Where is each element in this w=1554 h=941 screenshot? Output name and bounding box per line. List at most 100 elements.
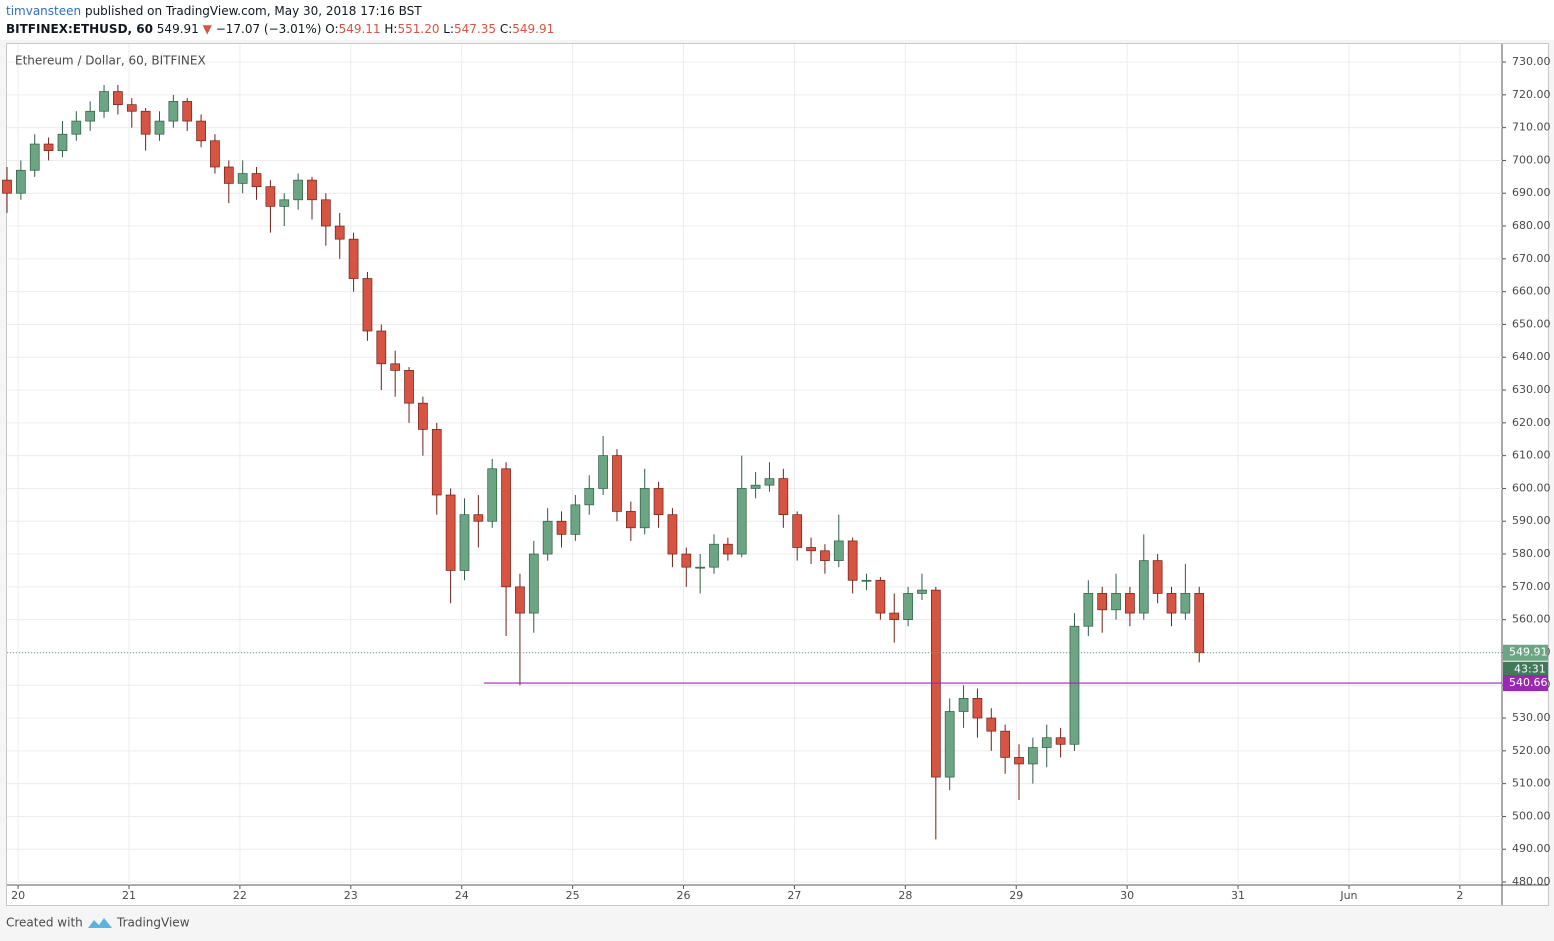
candle-body [473,514,484,522]
y-tick-label: 680.00 [1512,219,1551,232]
candle-body [833,540,844,561]
y-tick-label: 560.00 [1512,613,1551,626]
candle-body [709,543,719,568]
candle-body [695,566,706,569]
y-tick-label: 630.00 [1512,383,1551,396]
y-tick-label: 640.00 [1512,350,1551,363]
x-tick-label: 29 [1009,889,1023,902]
y-tick-label: 480.00 [1512,875,1551,888]
x-tick-label: 30 [1120,889,1134,902]
chart-frame [6,43,1549,906]
candle-body [1083,593,1094,627]
candle-body [210,140,220,168]
o-value: 549.11 [339,22,381,36]
candle-body [1000,730,1010,758]
candle-body [542,520,553,555]
candle-body [570,504,581,535]
candle-body [1097,593,1108,611]
candle-body [764,478,775,486]
candle-body [598,455,608,489]
candle-body [1028,747,1038,765]
y-tick-label: 570.00 [1512,580,1551,593]
created-with: Created with [6,916,83,930]
x-tick-label: 23 [344,889,358,902]
chart-title: Ethereum / Dollar, 60, BITFINEX [15,54,206,68]
hline-box [1503,675,1548,692]
candle-body [917,589,927,594]
candle-body [362,278,373,332]
candle-body [750,484,761,489]
candle-body [889,612,900,620]
candle-body [653,488,664,516]
l-label: L: [443,22,454,36]
last-price-box [1503,644,1548,661]
candle-body [237,173,248,184]
o-label: O: [325,22,338,36]
y-tick-label: 690.00 [1512,186,1551,199]
candle-body [265,186,276,207]
candle-body [1055,737,1066,745]
brand[interactable]: TradingView [116,916,190,930]
candle-body [154,120,165,135]
candle-body [1069,625,1080,745]
y-tick-label: 580.00 [1512,547,1551,560]
y-tick-label: 730.00 [1512,55,1551,68]
countdown-box [1503,661,1548,678]
candle-body [182,101,193,122]
candle-body [418,402,428,430]
header-bar [0,0,1554,40]
x-tick-label: 2 [1456,889,1463,902]
candle-body [972,698,983,719]
x-tick-label: 26 [677,889,691,902]
x-tick-label: 31 [1231,889,1245,902]
candle-body [334,225,345,240]
candle-body [113,91,123,106]
x-tick-label: Jun [1339,889,1357,902]
x-tick-label: 21 [122,889,136,902]
candle-body [861,579,872,582]
candle-body [847,540,858,581]
down-arrow: ▼ [203,22,213,36]
y-tick-label: 650.00 [1512,317,1551,330]
candle-body [126,104,137,112]
y-tick-label: 710.00 [1512,121,1551,134]
candle-body [681,553,692,568]
published: published on TradingView.com, May 30, 20… [85,4,422,18]
h-label: H: [384,22,397,36]
candle-body [1194,593,1205,654]
tv-logo[interactable] [88,918,112,928]
candle-body [376,330,387,365]
candle-body [1152,560,1163,594]
x-tick-label: 28 [898,889,912,902]
y-tick-label: 510.00 [1512,777,1551,790]
candle-body [390,363,401,371]
author[interactable]: timvansteen [6,4,81,18]
y-tick-label: 490.00 [1512,842,1551,855]
candle-body [223,166,234,184]
y-tick-label: 720.00 [1512,88,1551,101]
candle-body [431,429,442,496]
candle-body [140,110,151,135]
candle-body [487,468,498,522]
y-tick-label: 600.00 [1512,481,1551,494]
h-value: 551.20 [397,22,439,36]
candle-body [515,586,525,614]
candle-body [612,455,622,512]
candle-body [556,520,567,535]
candle-body [2,179,12,194]
candle-body [279,199,290,207]
x-tick-label: 22 [233,889,247,902]
y-tick-label: 530.00 [1512,711,1551,724]
candle-body [1111,593,1121,611]
plot: 480.00 490.00 500.00 510.00 520.00 530.00 540.… [2,44,1551,902]
header-line: timvansteen published on TradingView.com… [6,4,422,18]
candle-body [806,547,816,552]
candle-body [251,173,262,188]
x-tick-label: 20 [11,889,25,902]
candle-body [99,91,109,112]
candle-body [57,133,68,151]
candle-body [321,199,331,227]
tv-logo-icon [88,918,112,928]
